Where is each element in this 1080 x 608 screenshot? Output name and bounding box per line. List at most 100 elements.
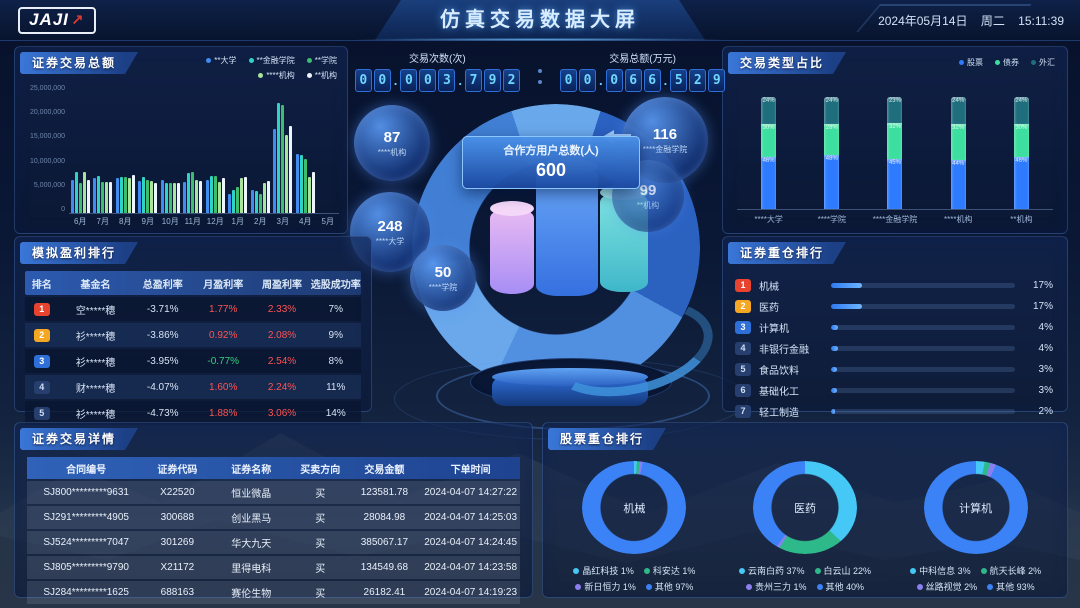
segment-value-label: 32%: [888, 123, 901, 130]
month-bars: [271, 85, 294, 214]
legend-item: ****机构: [258, 70, 295, 81]
digit-box: 9: [484, 69, 501, 92]
rank-badge: 3: [33, 354, 50, 368]
month-bars: [294, 85, 317, 214]
table-cell: 26182.41: [363, 587, 406, 598]
segment-value-label: 46%: [1015, 158, 1028, 165]
table-cell: 2.08%: [267, 329, 297, 341]
legend-dot-icon: [995, 60, 1000, 65]
counter-group: 交易总额(万元) 0 0. 0 6 6. 5 2 9: [560, 50, 726, 92]
month-bars: [226, 85, 249, 214]
counter-group: 交易次数(次) 0 0. 0 0 3. 7 9 2: [354, 50, 520, 92]
holding-row: 5 食品饮料 3%: [735, 359, 1053, 380]
table-cell: 301269: [160, 537, 195, 548]
progress-track: [831, 346, 1015, 351]
table-cell: 赛伦生物: [231, 589, 272, 600]
table-cell: 2.54%: [267, 355, 297, 367]
progress-fill: [831, 283, 863, 288]
stacked-column: 24% 32% 44%: [950, 97, 966, 209]
table-cell: 688163: [160, 587, 195, 598]
bar: [119, 177, 123, 213]
stacked-x-labels: ****大学 ****学院 ****金融学院 ****机构 **机构: [737, 210, 1053, 225]
volume-legend: **大学 **金融学院 **学院 ****机构 **机构: [159, 55, 337, 81]
column-header: 周盈利率: [261, 279, 302, 291]
panel-title-profit-rank: 模拟盈利排行: [20, 242, 138, 264]
holding-label: 食品饮料: [759, 366, 799, 377]
x-tick-label: ****大学: [754, 215, 783, 224]
digit-box: 0: [400, 69, 418, 92]
table-cell: 买: [315, 514, 326, 525]
rank-badge: 3: [735, 321, 751, 334]
table-cell: -3.95%: [146, 355, 179, 367]
month-bars: [69, 85, 92, 214]
digit-box: 9: [708, 69, 726, 92]
digit-separator: .: [458, 73, 462, 88]
column-header: 基金名: [80, 279, 111, 291]
month-group: 3月: [271, 85, 294, 228]
holding-percent: 4%: [1038, 322, 1053, 333]
digit-box: 6: [643, 69, 661, 92]
column-header: 证券代码: [157, 464, 198, 476]
segment-value-label: 45%: [888, 159, 901, 166]
table-cell: -3.71%: [146, 303, 179, 315]
holding-row: 7 轻工制造 2%: [735, 401, 1053, 422]
x-tick-label: 9月: [141, 217, 154, 226]
y-tick-label: 25,000,000: [29, 85, 65, 92]
center-visualization: 合作方用户总数(人) 600 87 ****机构 116 ****金融学院 99 **机构…: [350, 85, 748, 440]
legend-item: 其他 97%: [645, 580, 693, 593]
progress-track: [831, 388, 1015, 393]
column-header: 选股成功率: [310, 279, 361, 291]
segment-value-label: 30%: [1015, 124, 1028, 131]
month-group: 2月: [249, 85, 272, 228]
bar: [199, 180, 203, 213]
table-cell: 华大九天: [231, 539, 272, 550]
legend-label: 白云山 22%: [823, 566, 872, 576]
holding-percent: 17%: [1032, 301, 1053, 312]
legend-item: 新日恒力 1%: [575, 580, 636, 593]
table-cell: 134549.68: [360, 562, 409, 573]
holding-label: 计算机: [759, 324, 789, 335]
bar: [191, 172, 195, 213]
holding-percent: 3%: [1038, 364, 1053, 375]
holding-percent: 3%: [1038, 385, 1053, 396]
segment-value-label: 32%: [952, 124, 965, 131]
bar: [240, 178, 244, 213]
rank-badge: 5: [33, 406, 50, 420]
table-cell: 1.88%: [209, 407, 238, 419]
legend-label: 债券: [1003, 58, 1019, 67]
datetime: 2024年05月14日 周二 15:11:39: [868, 12, 1064, 29]
legend-label: **学院: [314, 56, 337, 65]
table-cell: SJ284*********1625: [43, 587, 129, 598]
holding-row: 3 计算机 4%: [735, 317, 1053, 338]
digit-box: 0: [354, 69, 372, 92]
bar: [205, 179, 209, 213]
holding-label: 机械: [759, 282, 779, 293]
progress-track: [831, 304, 1015, 309]
panel-title-trade-detail: 证券交易详情: [20, 428, 138, 450]
progress-fill: [831, 304, 863, 309]
x-tick-label: 3月: [276, 217, 289, 226]
bar: [109, 182, 113, 213]
counter-label: 交易次数(次): [409, 54, 466, 65]
table-row: 1 空*****穗 -3.71% 1.77% 2.33% 7%: [25, 297, 361, 321]
digit-box: 5: [670, 69, 688, 92]
progress-fill: [831, 388, 837, 393]
bar: [195, 179, 199, 213]
column-header: 交易金额: [364, 464, 405, 476]
partner-bubble: 50 ****学院: [410, 245, 476, 311]
legend-dot-icon: [575, 583, 582, 590]
bar: [78, 183, 82, 213]
page-title: 仿真交易数据大屏: [440, 9, 640, 31]
table-cell: 2.24%: [267, 381, 297, 393]
legend-item: 外汇: [1031, 57, 1055, 68]
table-cell: 1.77%: [209, 303, 238, 315]
x-tick-label: 1月: [231, 217, 244, 226]
segment-value-label: 44%: [952, 160, 965, 167]
table-header-row: 排名 基金名 总盈利率 月盈利率 周盈利率 选股成功率: [25, 271, 361, 295]
legend-label: 其他 40%: [825, 582, 865, 592]
month-bars: [316, 85, 339, 214]
column-segment: 24%: [761, 97, 777, 124]
panel-title-volume: 证券交易总额: [20, 52, 138, 74]
column-segment: 28%: [824, 123, 840, 156]
panel-volume: 证券交易总额 **大学 **金融学院 **学院 ****机构 **机构 25,000,0…: [14, 46, 348, 234]
